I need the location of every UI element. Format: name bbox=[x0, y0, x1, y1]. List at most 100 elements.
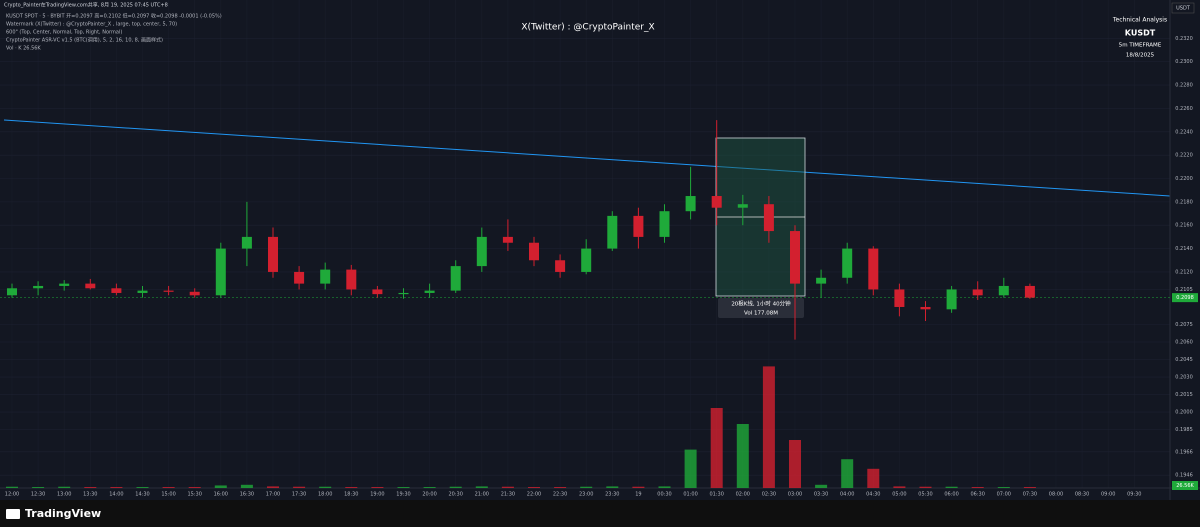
candle-body bbox=[763, 204, 774, 232]
volume-bar bbox=[580, 486, 593, 488]
x-tick-label: 18:00 bbox=[318, 492, 332, 498]
candle-body bbox=[241, 236, 252, 249]
volume-bar bbox=[815, 484, 828, 488]
x-tick-label: 06:00 bbox=[944, 492, 958, 498]
candle-body bbox=[607, 215, 618, 249]
y-tick-label: 0.2030 bbox=[1175, 375, 1193, 381]
volume-label: 26.56K bbox=[1176, 483, 1194, 489]
candle-body bbox=[581, 248, 592, 272]
y-tick-label: 0.2300 bbox=[1175, 59, 1193, 65]
x-tick-label: 19:30 bbox=[396, 492, 410, 498]
y-tick-label: 0.2140 bbox=[1175, 246, 1193, 252]
candle-body bbox=[972, 289, 983, 296]
watermark: X(Twitter) : @CryptoPainter_X bbox=[521, 23, 654, 33]
x-tick-label: 04:00 bbox=[840, 492, 854, 498]
y-tick-label: 0.2000 bbox=[1175, 410, 1193, 416]
y-tick-label: 0.1966 bbox=[1175, 449, 1193, 455]
volume-bar bbox=[971, 487, 984, 488]
candle-body bbox=[372, 289, 383, 295]
x-tick-label: 13:30 bbox=[83, 492, 97, 498]
x-tick-label: 09:00 bbox=[1101, 492, 1115, 498]
x-tick-label: 16:30 bbox=[240, 492, 254, 498]
y-tick-label: 0.2180 bbox=[1175, 199, 1193, 205]
candle-body bbox=[502, 236, 513, 243]
range-label-bg bbox=[718, 298, 804, 318]
currency[interactable]: USDT bbox=[1176, 6, 1191, 12]
volume-bar bbox=[397, 487, 410, 488]
x-tick-label: 19 bbox=[635, 492, 641, 498]
y-tick-label: 0.2015 bbox=[1175, 392, 1193, 398]
candle-body bbox=[33, 285, 44, 289]
candle-body bbox=[268, 236, 278, 272]
y-tick-label: 0.2240 bbox=[1175, 129, 1193, 135]
candle-body bbox=[894, 289, 905, 307]
volume-bar bbox=[58, 486, 71, 488]
x-tick-label: 05:30 bbox=[918, 492, 932, 498]
x-tick-label: 22:30 bbox=[553, 492, 567, 498]
x-tick-label: 21:00 bbox=[475, 492, 489, 498]
y-tick-label: 0.2120 bbox=[1175, 269, 1193, 275]
legend-line: Vol · K 26.56K bbox=[6, 46, 41, 52]
volume-bar bbox=[893, 486, 906, 488]
y-tick-label: 0.2200 bbox=[1175, 176, 1193, 182]
candle-body bbox=[868, 248, 879, 290]
volume-bar bbox=[762, 366, 775, 488]
x-tick-label: 21:30 bbox=[501, 492, 515, 498]
candle-body bbox=[163, 290, 174, 292]
x-tick-label: 15:00 bbox=[161, 492, 175, 498]
x-tick-label: 16:00 bbox=[214, 492, 228, 498]
footer-brand: TradingView bbox=[25, 507, 101, 520]
volume-bar bbox=[710, 408, 723, 488]
y-tick-label: 0.2260 bbox=[1175, 106, 1193, 112]
y-tick-label: 0.2060 bbox=[1175, 340, 1193, 346]
legend-line: KUSDT SPOT · 5 · BYBIT 开=0.2097 高=0.2102… bbox=[6, 13, 222, 20]
info-title: Technical Analysis bbox=[1112, 17, 1167, 24]
x-tick-label: 13:00 bbox=[57, 492, 71, 498]
y-tick-label: 0.2280 bbox=[1175, 83, 1193, 89]
x-tick-label: 01:30 bbox=[709, 492, 723, 498]
candle-body bbox=[816, 277, 827, 284]
candle-body bbox=[398, 292, 409, 295]
legend-line: 600" (Top, Center, Normal, Top, Right, N… bbox=[6, 30, 122, 36]
volume-bar bbox=[606, 486, 619, 488]
volume-bar bbox=[501, 486, 514, 488]
currency-box[interactable] bbox=[1171, 2, 1195, 14]
volume-bar bbox=[554, 487, 567, 488]
volume-bar bbox=[267, 486, 279, 488]
candle-body bbox=[685, 196, 696, 212]
x-tick-label: 07:00 bbox=[997, 492, 1011, 498]
volume-bar bbox=[841, 459, 854, 488]
volume-bar bbox=[919, 486, 932, 488]
candle-body bbox=[450, 266, 461, 291]
candle-body bbox=[633, 215, 644, 237]
volume-bar bbox=[162, 487, 175, 488]
candle-body bbox=[659, 211, 670, 237]
candle-body bbox=[946, 289, 957, 310]
volume-bar bbox=[345, 487, 358, 488]
x-tick-label: 14:30 bbox=[135, 492, 149, 498]
x-tick-label: 20:00 bbox=[422, 492, 436, 498]
volume-bar bbox=[736, 424, 749, 488]
volume-bar bbox=[188, 487, 201, 488]
candle-body bbox=[737, 204, 748, 208]
y-tick-label: 0.1985 bbox=[1175, 427, 1193, 433]
candle-body bbox=[1024, 285, 1035, 298]
volume-bar bbox=[371, 487, 384, 488]
candle-body bbox=[85, 283, 96, 289]
candle-body bbox=[424, 290, 435, 293]
volume-label-bg bbox=[1172, 481, 1198, 490]
candle-body bbox=[555, 260, 566, 272]
y-tick-label: 0.2160 bbox=[1175, 223, 1193, 229]
share-line: Crypto_Painter在TradingView.com共享, 8月 19,… bbox=[4, 2, 168, 9]
info-timeframe: 5m TIMEFRAME bbox=[1119, 43, 1162, 49]
volume-bar bbox=[475, 486, 488, 488]
candle-body bbox=[294, 271, 305, 284]
x-tick-label: 19:00 bbox=[370, 492, 384, 498]
x-tick-label: 12:00 bbox=[5, 492, 19, 498]
x-tick-label: 12:30 bbox=[31, 492, 45, 498]
candle-body bbox=[998, 285, 1009, 296]
trend-line bbox=[3, 119, 1171, 197]
y-tick-label: 0.2045 bbox=[1175, 357, 1193, 363]
volume-bar bbox=[528, 487, 540, 488]
